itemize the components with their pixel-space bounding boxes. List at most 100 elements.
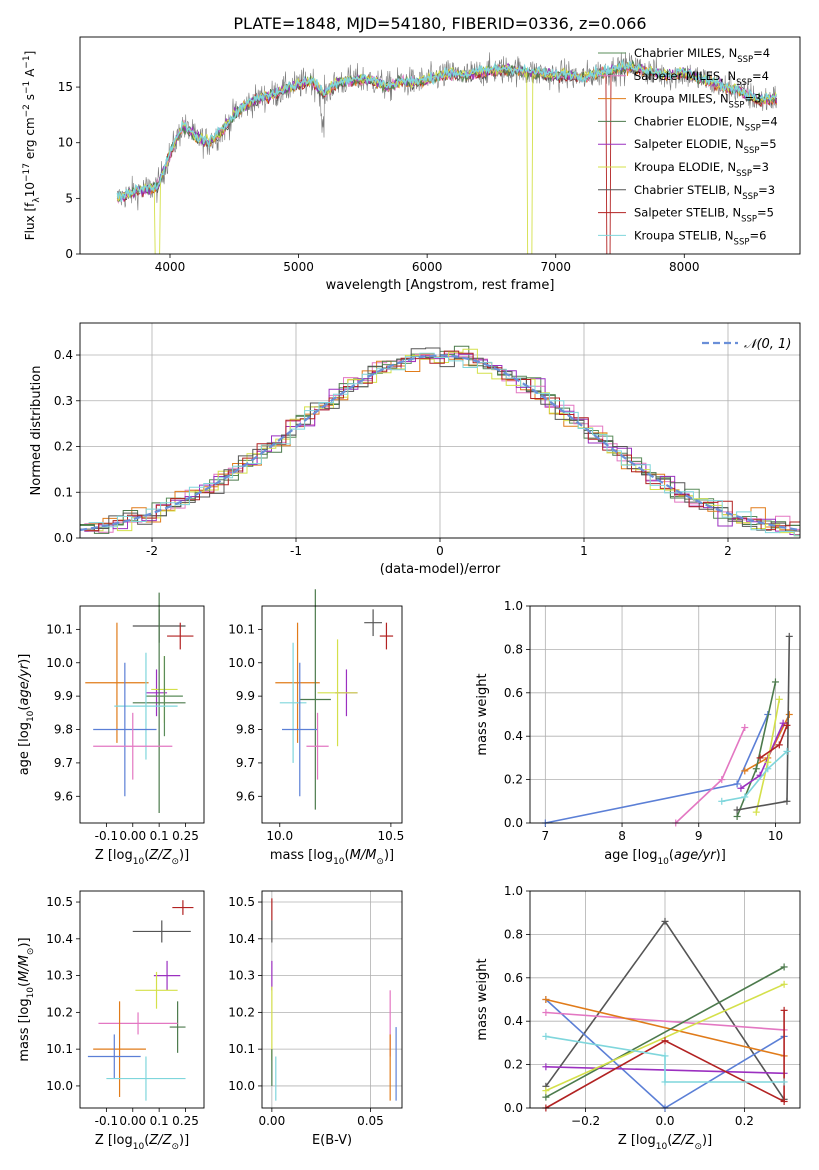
y-tick-label: 10.0 [46, 1079, 73, 1093]
residuals-panel: -2 -1 0 1 2 0.0 0.1 0.2 0.3 0.4 (data-model)/error… [29, 322, 801, 577]
legend-text: Chabrier STELIB, N [634, 183, 742, 197]
x-axis-label: Z [log10(Z/Z⊙)] [618, 1133, 712, 1152]
x-tick-label: −0.2 [571, 1114, 600, 1128]
label-part: s [23, 94, 37, 104]
y-tick-label: 15 [58, 80, 73, 94]
x-axis-label: mass [log10(M/M⊙)] [270, 848, 394, 867]
y-tick-label: 9.7 [236, 756, 255, 770]
y-tick-label: 10.5 [228, 895, 255, 909]
histogram-krou_miles [88, 353, 800, 537]
axes-frame [79, 605, 205, 824]
x-tick-label: 6000 [412, 260, 443, 274]
x-tick-label: 8000 [669, 260, 700, 274]
label-part: )] [17, 937, 32, 947]
weight-line-krou_stelib [545, 1035, 785, 1083]
label-part: age [log [17, 722, 32, 775]
x-tick-label: 4000 [155, 260, 186, 274]
label-part: )] [179, 848, 189, 863]
label-part: ( [667, 1133, 672, 1148]
x-tick-label: 7000 [540, 260, 571, 274]
histogram-salp_elodie [84, 353, 800, 535]
legend-text: Salpeter MILES, N [634, 69, 736, 83]
legend-sub: SSP [737, 55, 753, 65]
y-tick-label: 0.1 [54, 485, 73, 499]
legend-text: Kroupa STELIB, N [634, 228, 734, 242]
x-tick-label: 9 [695, 829, 703, 843]
x-tick-label: 0.1 [150, 829, 169, 843]
axes-frame [261, 890, 403, 1109]
y-tick-label: 1.0 [504, 599, 523, 613]
legend-sub: SSP [742, 192, 758, 202]
legend-suffix: =5 [760, 137, 777, 151]
x-tick-label: 5000 [283, 260, 314, 274]
label-part: ⊙ [694, 1142, 702, 1152]
label-part: Z [log [618, 1133, 656, 1148]
label-part: ( [345, 848, 350, 863]
legend-sub: SSP [734, 237, 750, 247]
legend-label: Kroupa MILES, NSSP=3 [634, 92, 761, 111]
x-tick-label: 10.5 [378, 829, 405, 843]
label-part: ( [144, 1133, 149, 1148]
spectrum-panel: 4000 5000 6000 7000 8000 0 5 10 15 wavelength [An… [22, 36, 801, 293]
axes-frame [79, 890, 205, 1109]
x-tick-label: 0.00 [119, 1114, 146, 1128]
x-axis-label: Z [log10(Z/Z⊙)] [95, 848, 189, 867]
legend-label: 𝒩(0, 1) [744, 337, 791, 352]
y-tick-label: 10 [58, 136, 73, 150]
label-part: ⊙ [26, 948, 36, 956]
x-tick-label: 0.00 [258, 1114, 285, 1128]
label-part: λ [32, 197, 42, 203]
histogram-salp_miles [84, 352, 800, 533]
y-axis-label: Flux [fλ10−17 erg cm−2 s−1 A−1] [22, 51, 42, 241]
legend-sub: SSP [736, 78, 752, 88]
label-part: −1 [22, 55, 32, 68]
weight-line-blue [545, 714, 769, 824]
y-axis-label: age [log10(age/yr)] [17, 654, 36, 776]
y-tick-label: 0.4 [504, 729, 523, 743]
y-tick-label: 0.4 [54, 348, 73, 362]
x-tick-label: -1 [290, 544, 302, 558]
label-part: )] [17, 654, 32, 664]
y-tick-label: 0.8 [504, 927, 523, 941]
model-line-krou_elodie [116, 61, 778, 254]
age-vs-mass-panel: 10.0 10.5 9.6 9.7 9.8 9.9 10.0 10.1 mass [log10(… [228, 589, 404, 867]
legend-sub: SSP [745, 123, 761, 133]
weight-line-krou_miles [545, 998, 785, 1057]
label-part: ⊙ [376, 857, 384, 867]
x-tick-label: 0.00 [119, 829, 146, 843]
x-axis-label: E(B-V) [312, 1133, 352, 1148]
label-part: −1 [22, 81, 32, 94]
y-axis-label: mass [log10(M/M⊙)] [17, 937, 36, 1061]
age-vs-metallicity-panel: -0.1 0.00 0.1 0.25 9.6 9.7 9.8 9.9 10.0 10.1 Z [lo… [17, 592, 205, 867]
label-part: ⊙ [171, 1142, 179, 1152]
mass-vs-ebv-panel: 0.00 0.05 10.0 10.1 10.2 10.3 10.4 10.5 E(B-V) [228, 890, 403, 1148]
y-tick-label: 9.7 [54, 756, 73, 770]
y-tick-label: 10.2 [46, 1005, 73, 1019]
axes-frame [529, 890, 801, 1109]
y-tick-label: 10.0 [46, 656, 73, 670]
y-axis-label: mass weight [475, 958, 490, 1040]
axes-frame [79, 322, 801, 539]
label-part: ( [17, 706, 32, 711]
legend-label: Chabrier STELIB, NSSP=3 [634, 183, 775, 202]
label-part: M/M [17, 955, 32, 982]
y-tick-label: 10.0 [228, 656, 255, 670]
label-part: age/yr [674, 848, 717, 863]
legend-suffix: =4 [752, 69, 769, 83]
label-part: 10 [26, 987, 36, 999]
legend-sub: SSP [744, 146, 760, 156]
y-tick-label: 10.1 [46, 1042, 73, 1056]
x-axis-label: age [log10(age/yr)] [604, 848, 726, 867]
y-tick-label: 9.6 [236, 789, 255, 803]
y-tick-label: 0.2 [54, 440, 73, 454]
y-tick-label: 9.8 [54, 723, 73, 737]
legend-label: Kroupa ELODIE, NSSP=3 [634, 160, 769, 179]
mass-vs-metallicity-panel: -0.1 0.00 0.1 0.25 10.0 10.1 10.2 10.3 10.4 10.5 Z… [17, 890, 205, 1152]
label-part: 10 [133, 857, 145, 867]
y-axis-label: Normed distribution [29, 366, 44, 496]
legend-label: Kroupa STELIB, NSSP=6 [634, 228, 766, 247]
label-part: 10 [23, 182, 37, 197]
gaussian-curve [79, 354, 801, 532]
y-tick-label: 10.1 [228, 1042, 255, 1056]
legend-sub: SSP [741, 215, 757, 225]
